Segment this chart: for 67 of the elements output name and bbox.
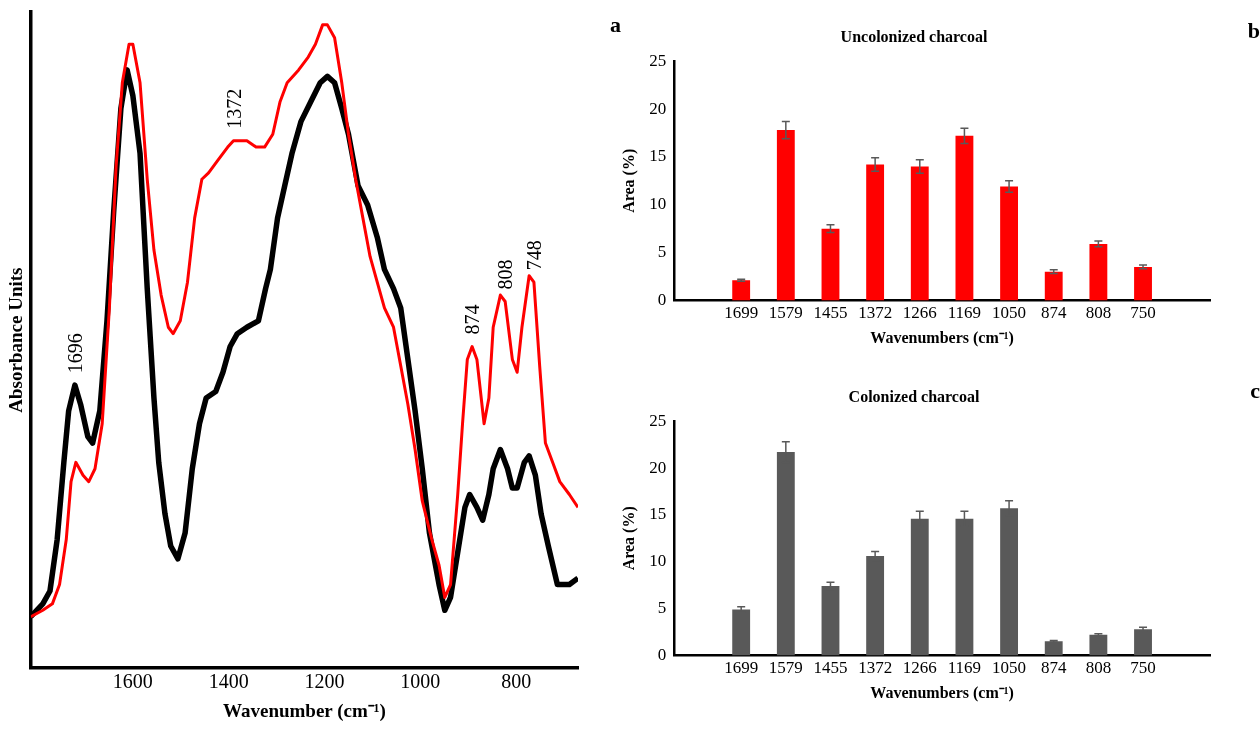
y-tick-label: 15 bbox=[649, 504, 667, 524]
text: a bbox=[610, 12, 621, 37]
y-axis-title: Area (%) bbox=[619, 506, 638, 571]
x-tick-label: 1699 bbox=[724, 658, 759, 678]
bar bbox=[866, 164, 885, 301]
x-tick-label: 750 bbox=[1130, 658, 1156, 678]
annotation: 808 bbox=[494, 259, 517, 290]
x-tick-label: 1169 bbox=[947, 658, 982, 678]
x-tick-label: 808 bbox=[1085, 658, 1112, 678]
x-tick-label: 874 bbox=[1040, 658, 1067, 678]
x-tick-label: 1169 bbox=[947, 303, 982, 323]
x-tick-label: 1579 bbox=[768, 303, 803, 323]
y-tick-label: 10 bbox=[649, 194, 667, 214]
x-tick-label: 1000 bbox=[400, 670, 441, 693]
bar bbox=[1044, 641, 1063, 656]
y-tick-label: 0 bbox=[657, 644, 667, 664]
chart-title: Uncolonized charcoal bbox=[840, 27, 988, 45]
bar bbox=[1044, 271, 1063, 301]
x-tick-label: 1699 bbox=[724, 303, 759, 323]
bar bbox=[732, 280, 751, 301]
annotation: 1696 bbox=[64, 333, 87, 374]
x-tick-label: 800 bbox=[501, 670, 532, 693]
x-tick-label: 1372 bbox=[858, 303, 893, 323]
x-tick-label: 874 bbox=[1040, 303, 1067, 323]
x-tick-label: 1400 bbox=[208, 670, 249, 693]
y-tick-label: 25 bbox=[649, 410, 667, 430]
y-tick-label: 20 bbox=[649, 457, 667, 477]
bar bbox=[1000, 186, 1019, 301]
annotation: 1372 bbox=[222, 88, 245, 129]
x-tick-label: 1050 bbox=[992, 658, 1027, 678]
y-axis-title: Area (%) bbox=[619, 148, 638, 213]
y-tick-label: 0 bbox=[657, 289, 667, 309]
text: b bbox=[1247, 18, 1260, 43]
y-axis-title: Absorbance Units bbox=[5, 267, 27, 413]
x-tick-label: 1455 bbox=[813, 658, 848, 678]
x-tick-label: 1455 bbox=[813, 303, 848, 323]
annotation: 748 bbox=[523, 240, 546, 271]
bar bbox=[955, 135, 974, 301]
x-tick-label: 750 bbox=[1130, 303, 1156, 323]
bar bbox=[1134, 266, 1152, 301]
x-tick-label: 1372 bbox=[858, 658, 893, 678]
x-tick-label: 1600 bbox=[112, 670, 153, 693]
x-tick-label: 808 bbox=[1085, 303, 1112, 323]
y-tick-label: 10 bbox=[649, 551, 667, 571]
chart-title: Colonized charcoal bbox=[848, 387, 980, 405]
bar bbox=[821, 586, 840, 656]
x-tick-label: 1579 bbox=[768, 658, 803, 678]
x-tick-label: 1266 bbox=[902, 658, 937, 678]
bar bbox=[776, 130, 795, 301]
x-axis-title: Wavenumber (cm⁻¹) bbox=[223, 699, 386, 722]
y-tick-label: 5 bbox=[657, 598, 667, 618]
x-tick-label: 1266 bbox=[902, 303, 937, 323]
y-tick-label: 20 bbox=[649, 98, 667, 118]
x-axis-title: Wavenumbers (cm⁻¹) bbox=[870, 683, 1014, 702]
y-tick-label: 5 bbox=[657, 242, 667, 262]
x-tick-label: 1050 bbox=[992, 303, 1027, 323]
bar bbox=[1134, 629, 1152, 656]
bar bbox=[910, 166, 929, 301]
text: c bbox=[1250, 378, 1260, 403]
y-tick-label: 15 bbox=[649, 146, 667, 166]
bar bbox=[1089, 243, 1108, 301]
x-axis-title: Wavenumbers (cm⁻¹) bbox=[870, 328, 1014, 347]
bar bbox=[1089, 634, 1108, 656]
x-tick-label: 1200 bbox=[304, 670, 345, 693]
bar bbox=[732, 609, 751, 656]
bar bbox=[821, 228, 840, 301]
y-tick-label: 25 bbox=[649, 50, 667, 70]
